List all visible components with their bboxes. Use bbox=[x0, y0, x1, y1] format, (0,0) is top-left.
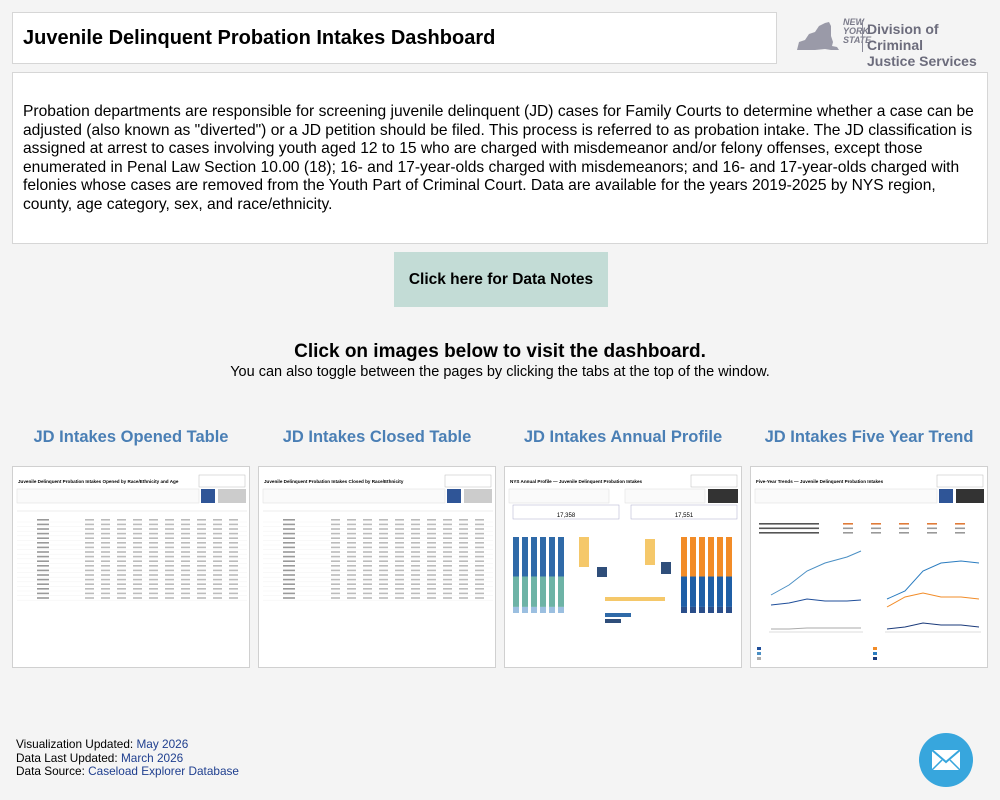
page-title: Juvenile Delinquent Probation Intakes Da… bbox=[23, 27, 496, 49]
thumb-bar bbox=[726, 606, 732, 613]
agency-name: Division of Criminal Justice Services bbox=[867, 21, 977, 69]
thumb-bar bbox=[540, 537, 546, 577]
thumb-bar bbox=[513, 537, 519, 577]
thumb-bar bbox=[522, 537, 528, 577]
thumb-bar bbox=[531, 606, 537, 613]
opened-table-thumbnail: Juvenile Delinquent Probation Intakes Op… bbox=[16, 474, 247, 601]
thumb-bar bbox=[690, 576, 696, 607]
footer: Visualization Updated: May 2026 Data Las… bbox=[16, 737, 239, 779]
thumb-bar bbox=[513, 576, 519, 607]
instructions-subtitle: You can also toggle between the pages by… bbox=[230, 364, 770, 380]
thumb-bar bbox=[708, 537, 714, 577]
closed-total: 17,551 bbox=[675, 513, 694, 519]
five-year-trend-thumbnail: Five-Year Trends — Juvenile Delinquent P… bbox=[754, 474, 984, 660]
thumb-stacked-bars-opened bbox=[513, 537, 564, 613]
thumb-bar bbox=[699, 537, 705, 577]
ny-state-wordmark: NEW YORK STATE bbox=[843, 17, 872, 45]
thumb-bar bbox=[699, 606, 705, 613]
thumb-stacked-bars-closed bbox=[681, 537, 732, 613]
instructions-title: Click on images below to visit the dashb… bbox=[294, 341, 706, 362]
opened-total: 17,358 bbox=[557, 513, 576, 519]
annual-profile-thumbnail: NYS Annual Profile — Juvenile Delinquent… bbox=[508, 474, 738, 623]
thumb-bar bbox=[549, 606, 555, 613]
thumb-bar bbox=[690, 606, 696, 613]
data-source: Data Source: Caseload Explorer Database bbox=[16, 764, 239, 778]
description-panel: Probation departments are responsible fo… bbox=[12, 72, 988, 244]
tile-label-opened-table[interactable]: JD Intakes Opened Table bbox=[33, 428, 229, 446]
tile-label-five-year-trend[interactable]: JD Intakes Five Year Trend bbox=[764, 428, 974, 446]
thumb-bar bbox=[708, 576, 714, 607]
thumb-bar bbox=[549, 576, 555, 607]
thumb-bar bbox=[522, 576, 528, 607]
tile-label-closed-table[interactable]: JD Intakes Closed Table bbox=[282, 428, 472, 446]
data-last-updated: Data Last Updated: March 2026 bbox=[16, 750, 184, 765]
logo-divider bbox=[862, 20, 863, 52]
tile-opened-table[interactable]: Juvenile Delinquent Probation Intakes Op… bbox=[12, 466, 250, 668]
email-button[interactable] bbox=[919, 733, 973, 787]
thumb-title: Five-Year Trends — Juvenile Delinquent P… bbox=[756, 479, 884, 484]
tile-label-annual-profile[interactable]: JD Intakes Annual Profile bbox=[523, 428, 723, 446]
thumb-table-rows bbox=[17, 519, 247, 601]
thumb-bar bbox=[549, 537, 555, 577]
thumb-bar bbox=[522, 606, 528, 613]
thumb-sex-bars bbox=[579, 537, 671, 623]
thumb-bar bbox=[681, 537, 687, 577]
thumb-bar bbox=[513, 606, 519, 613]
closed-table-thumbnail: Juvenile Delinquent Probation Intakes Cl… bbox=[262, 474, 493, 601]
thumb-bar bbox=[681, 576, 687, 607]
data-notes-button[interactable]: Click here for Data Notes bbox=[394, 252, 608, 307]
visualization-updated: Visualization Updated: May 2026 bbox=[16, 737, 189, 751]
thumb-title: NYS Annual Profile — Juvenile Delinquent… bbox=[510, 479, 642, 484]
ny-state-outline-icon bbox=[797, 22, 839, 50]
tile-closed-table[interactable]: Juvenile Delinquent Probation Intakes Cl… bbox=[258, 466, 496, 668]
tile-annual-profile[interactable]: NYS Annual Profile — Juvenile Delinquent… bbox=[504, 466, 742, 668]
thumb-bar bbox=[558, 537, 564, 577]
thumb-bar bbox=[717, 606, 723, 613]
thumb-bar bbox=[540, 606, 546, 613]
thumb-bar bbox=[726, 537, 732, 577]
thumb-bar bbox=[708, 606, 714, 613]
thumb-trend-table bbox=[759, 523, 965, 534]
description-text: Probation departments are responsible fo… bbox=[23, 103, 974, 213]
thumb-bar bbox=[726, 576, 732, 607]
thumb-bar bbox=[558, 606, 564, 613]
thumb-bar bbox=[699, 576, 705, 607]
thumb-bar bbox=[717, 537, 723, 577]
envelope-icon bbox=[931, 749, 961, 771]
thumb-title: Juvenile Delinquent Probation Intakes Op… bbox=[18, 479, 179, 484]
title-bar: Juvenile Delinquent Probation Intakes Da… bbox=[12, 12, 777, 64]
thumb-title: Juvenile Delinquent Probation Intakes Cl… bbox=[264, 479, 404, 484]
tile-five-year-trend[interactable]: Five-Year Trends — Juvenile Delinquent P… bbox=[750, 466, 988, 668]
dcjs-logo[interactable]: NEW YORK STATE Division of Criminal Just… bbox=[795, 17, 985, 69]
thumb-bar bbox=[531, 576, 537, 607]
thumb-bar bbox=[558, 576, 564, 607]
thumb-bar bbox=[531, 537, 537, 577]
thumb-table-rows bbox=[263, 519, 493, 601]
thumb-bar bbox=[717, 576, 723, 607]
thumb-bar bbox=[690, 537, 696, 577]
thumb-bar bbox=[681, 606, 687, 613]
thumb-bar bbox=[540, 576, 546, 607]
